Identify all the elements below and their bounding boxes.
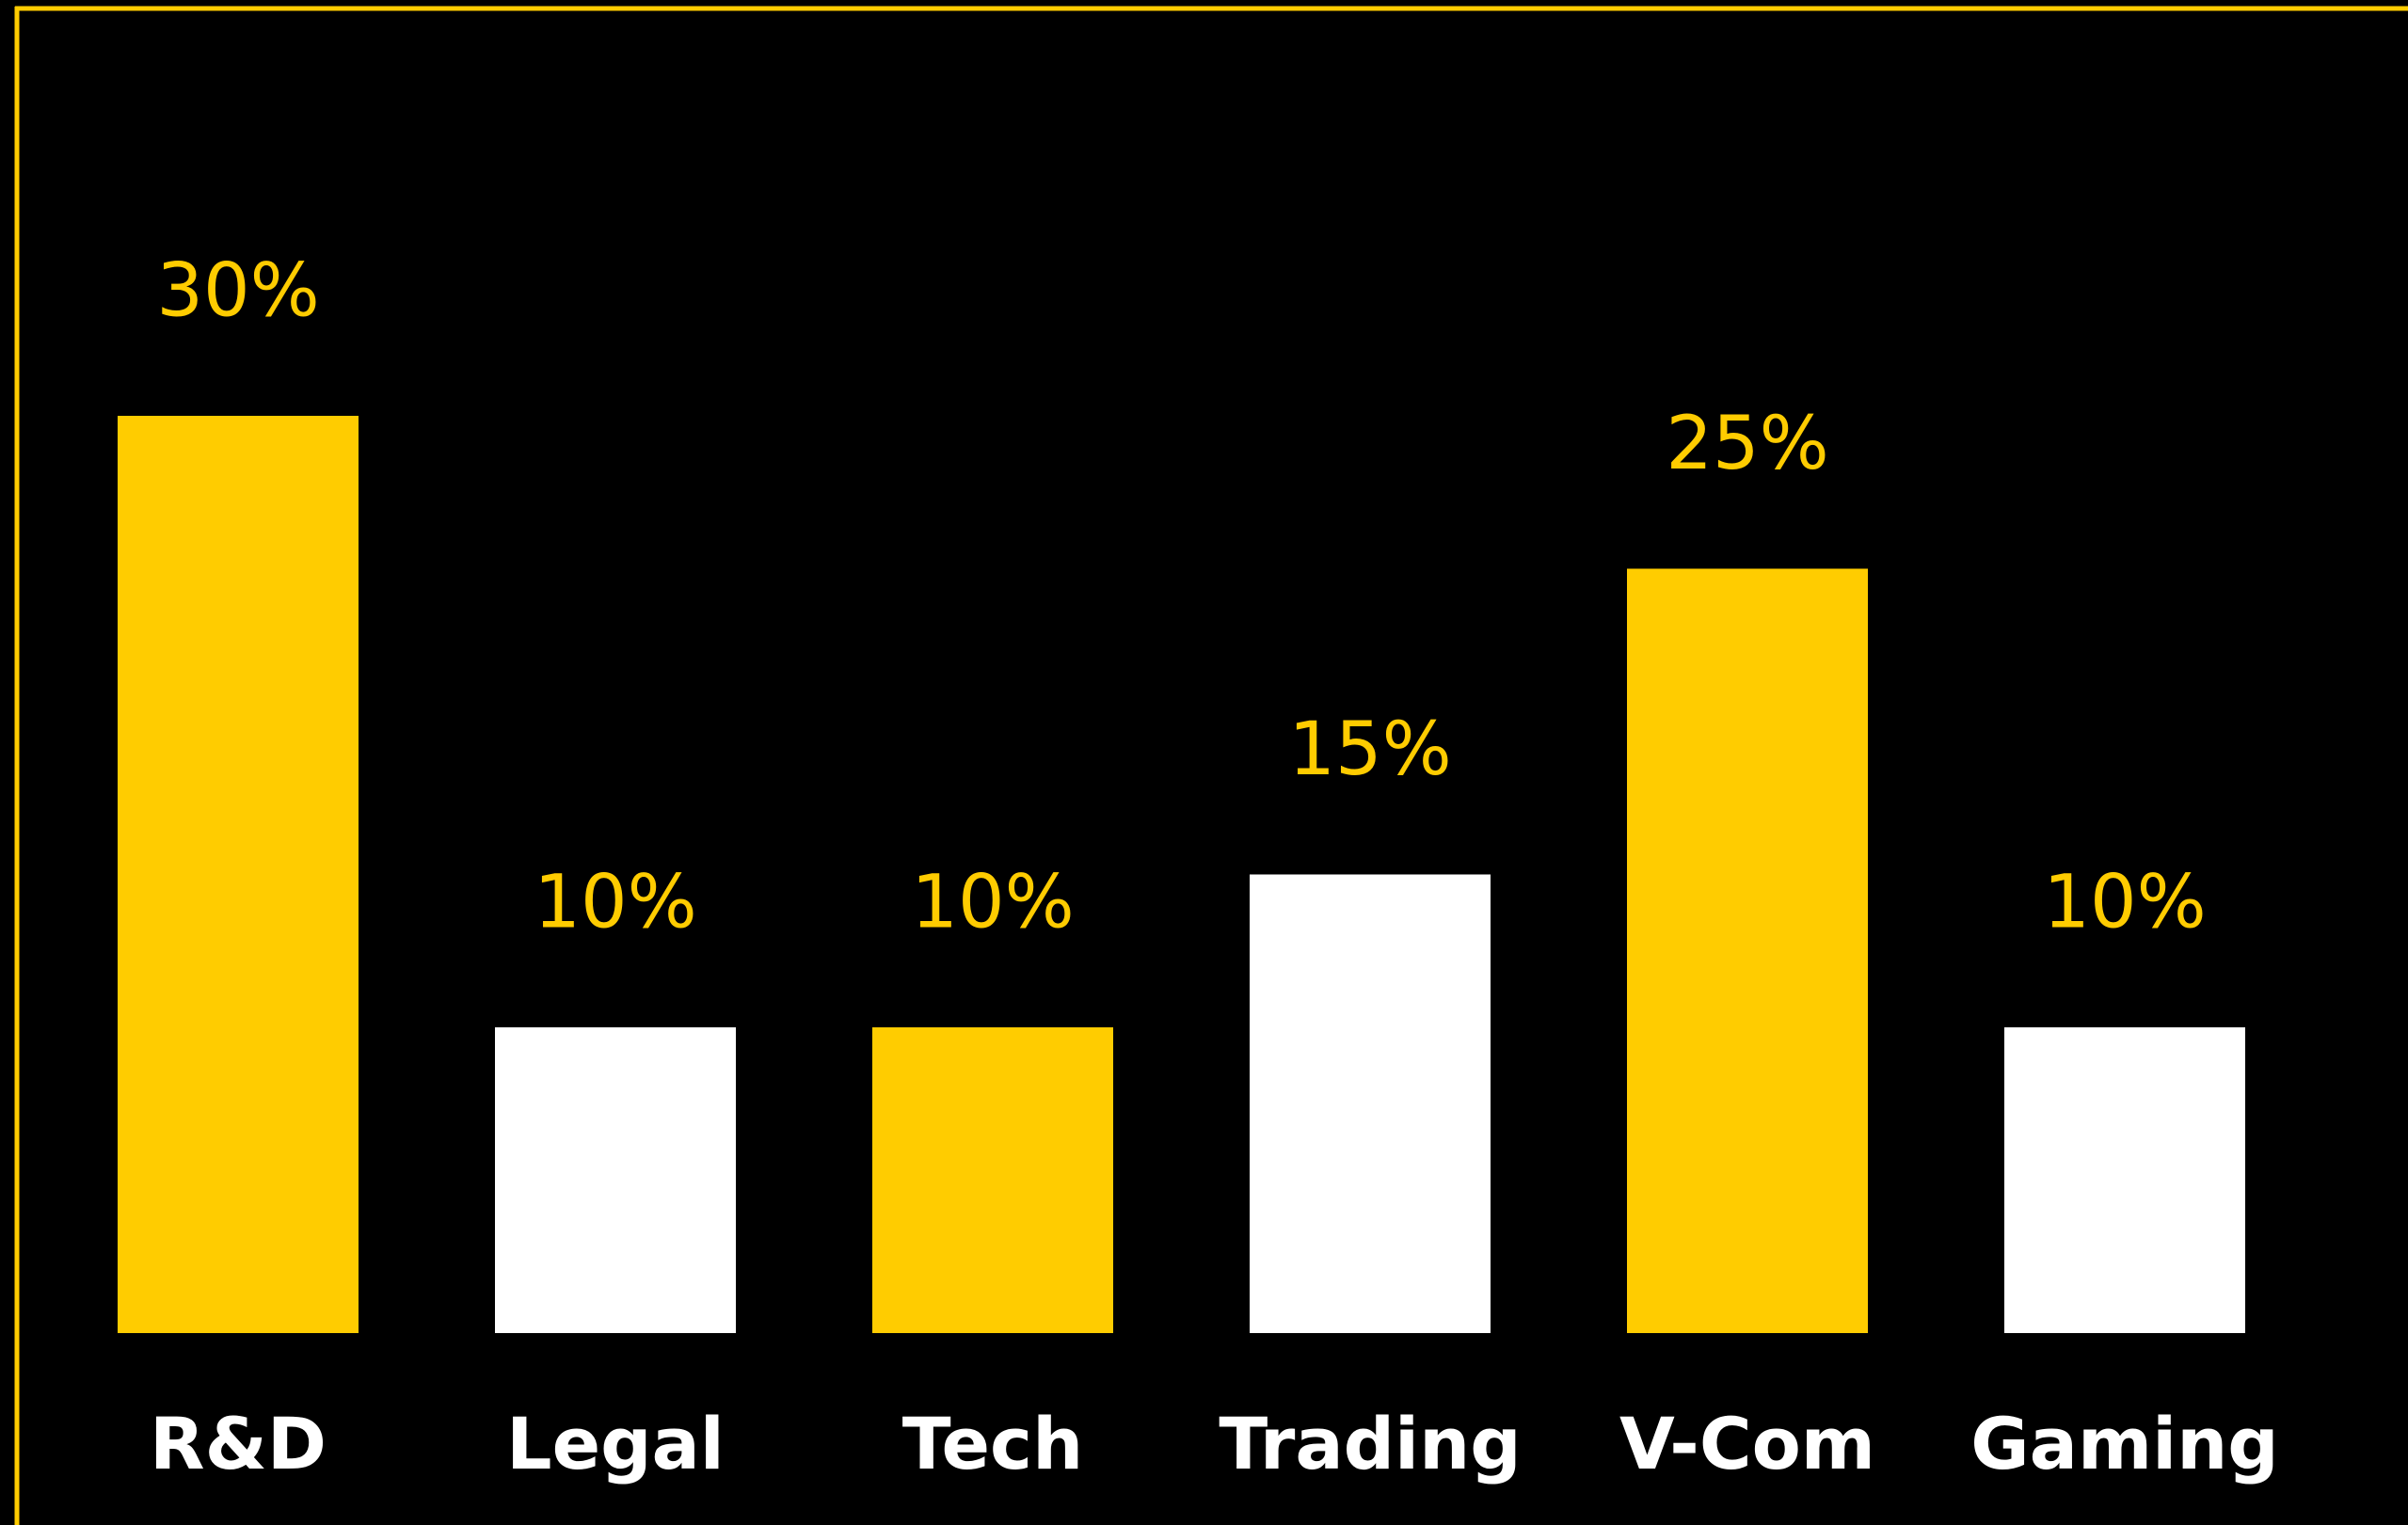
data-label: 10% xyxy=(911,860,1074,945)
data-label: 25% xyxy=(1666,402,1828,486)
category-label: Tech xyxy=(902,1402,1083,1485)
bar xyxy=(495,1027,736,1333)
data-label: 15% xyxy=(1288,707,1451,792)
bar xyxy=(2004,1027,2245,1333)
bar xyxy=(872,1027,1113,1333)
category-label: Gaming xyxy=(1970,1402,2278,1485)
data-label: 30% xyxy=(156,248,319,333)
category-label: V-Com xyxy=(1619,1402,1875,1485)
data-label: 10% xyxy=(2043,860,2206,945)
bar xyxy=(1627,568,1868,1333)
category-label: Trading xyxy=(1219,1402,1521,1485)
bar xyxy=(118,416,359,1333)
category-label: Legal xyxy=(506,1402,725,1485)
category-label: R&D xyxy=(150,1402,327,1485)
bar xyxy=(1250,874,1491,1333)
data-label: 10% xyxy=(534,860,696,945)
